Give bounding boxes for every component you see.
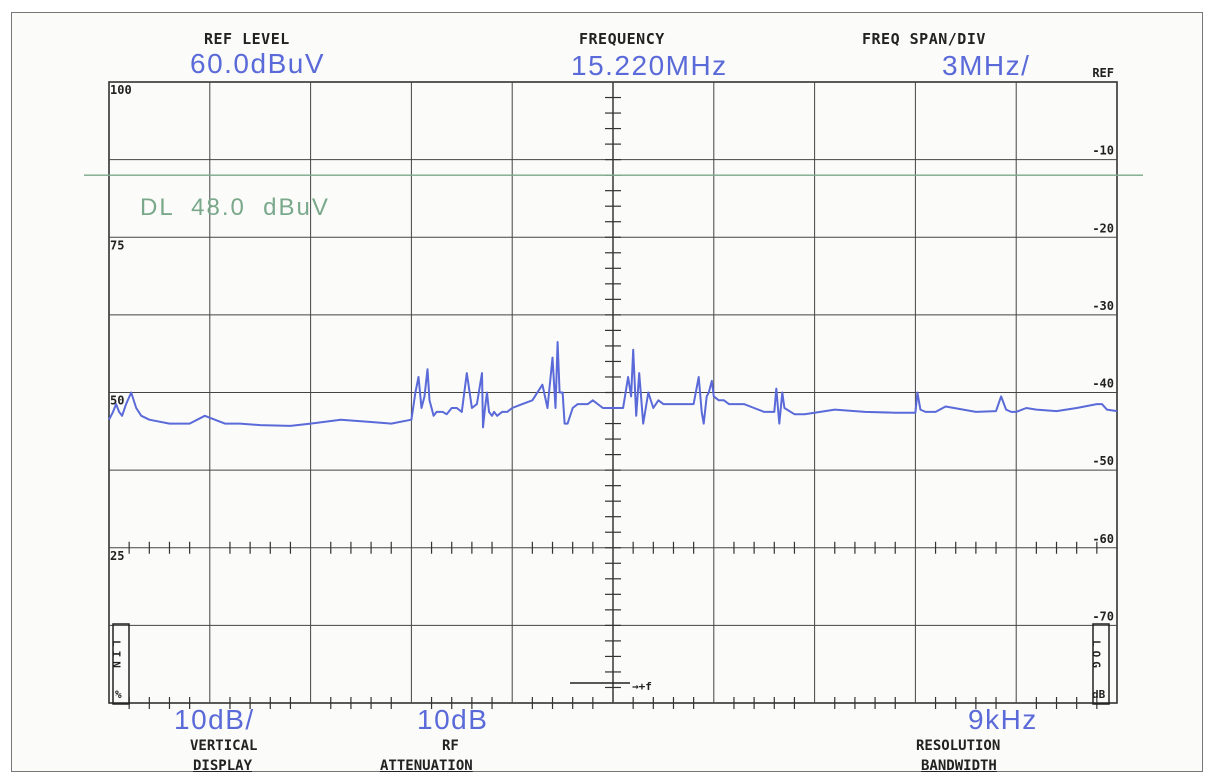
frequency-value: 15.220MHz: [571, 50, 728, 81]
ref-level-label: REF LEVEL: [204, 30, 290, 48]
lin-label: LIN: [110, 640, 123, 672]
left-tick-label: 75: [110, 238, 124, 252]
minor-ticks: [128, 96, 1098, 709]
left-tick-label: 25: [110, 549, 124, 563]
rf-label: RF: [442, 738, 459, 754]
spectrum-trace: [108, 341, 1118, 429]
left-tick-label: 50: [110, 394, 124, 408]
lin-indicator: LIN %: [110, 623, 130, 705]
right-tick-label: -40: [1092, 377, 1114, 391]
left-tick-label: 100: [110, 83, 132, 97]
left-axis-labels: 100 75 50 25: [110, 83, 132, 563]
freq-span-label: FREQ SPAN/DIV: [862, 30, 986, 48]
ref-level-value: 60.0dBuV: [190, 48, 325, 79]
frequency-label: FREQUENCY: [579, 30, 665, 48]
delta-f-marker: →+f: [570, 680, 652, 693]
attenuation-label: ATTENUATION: [380, 758, 473, 774]
log-label: LOG: [1090, 640, 1103, 672]
vertical-label: VERTICAL: [190, 738, 258, 754]
freq-span-value: 3MHz/: [942, 50, 1031, 81]
right-tick-label: -50: [1092, 454, 1114, 468]
rf-attenuation-value: 10dB: [417, 704, 489, 735]
right-tick-label: -20: [1092, 221, 1114, 235]
lin-percent-symbol: %: [115, 688, 122, 701]
vertical-display-value: 10dB/: [174, 704, 255, 735]
right-tick-label: -10: [1092, 144, 1114, 158]
resolution-bandwidth-value: 9kHz: [968, 704, 1038, 735]
right-tick-label: -70: [1092, 609, 1114, 623]
right-tick-label: -30: [1092, 299, 1114, 313]
right-axis-labels: REF -10 -20 -30 -40 -50 -60 -70: [1092, 66, 1114, 623]
right-tick-label: REF: [1092, 66, 1114, 80]
display-line-label: DL 48.0 dBuV: [140, 194, 330, 221]
delta-f-label: →+f: [632, 680, 652, 693]
display-label: DISPLAY: [193, 758, 253, 774]
right-tick-label: -60: [1092, 532, 1114, 546]
resolution-label: RESOLUTION: [916, 738, 1001, 754]
log-indicator: LOG dB: [1090, 623, 1110, 705]
bandwidth-label: BANDWIDTH: [921, 758, 997, 774]
db-label: dB: [1092, 688, 1106, 701]
